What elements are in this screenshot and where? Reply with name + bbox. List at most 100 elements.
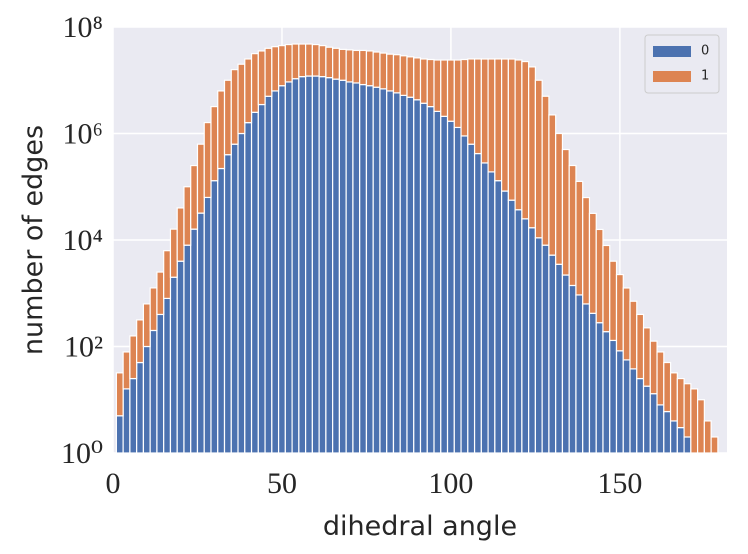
bar — [669, 420, 678, 454]
bar — [494, 58, 503, 182]
bar — [440, 59, 449, 117]
bar — [615, 350, 624, 454]
bar — [582, 196, 591, 305]
bar — [649, 340, 658, 395]
bar — [163, 297, 172, 454]
bar — [122, 351, 131, 390]
bar — [223, 154, 232, 454]
bar — [176, 260, 185, 454]
bar — [115, 372, 124, 417]
bar — [142, 303, 151, 348]
bar — [501, 190, 509, 454]
bar — [176, 207, 185, 262]
bar — [237, 63, 246, 135]
bar — [440, 115, 449, 454]
bar — [656, 404, 665, 454]
bar — [676, 377, 685, 429]
bar — [210, 106, 219, 182]
x-axis-label: dihedral angle — [323, 511, 517, 542]
bar — [156, 313, 165, 454]
bar — [190, 228, 199, 454]
bar — [352, 49, 361, 84]
bar — [703, 420, 712, 454]
bar — [588, 312, 597, 454]
bar — [629, 300, 638, 370]
bar — [575, 180, 584, 296]
bar — [359, 83, 368, 454]
bar — [203, 196, 212, 454]
bar — [338, 48, 347, 81]
x-tick-label: 50 — [267, 467, 297, 500]
bar — [399, 55, 408, 96]
bar — [514, 209, 523, 454]
bar — [149, 329, 158, 454]
bar — [230, 69, 239, 145]
y-axis-label: number of edges — [18, 125, 49, 355]
bar — [419, 102, 428, 454]
bar — [534, 237, 543, 454]
bar — [365, 50, 374, 87]
x-tick-label: 0 — [106, 467, 121, 500]
bar — [244, 58, 253, 124]
bar — [250, 111, 259, 454]
bar — [541, 95, 550, 246]
bar — [663, 410, 672, 454]
bar — [595, 228, 604, 324]
bar — [210, 180, 219, 454]
bar — [406, 96, 415, 454]
bar — [555, 263, 564, 454]
legend-label: 1 — [701, 69, 709, 84]
bar — [473, 152, 482, 454]
y-tick-label: 10² — [64, 331, 103, 364]
bar — [460, 135, 469, 454]
bar — [501, 58, 509, 192]
bar — [548, 114, 557, 256]
bar — [305, 43, 313, 77]
bar — [528, 227, 536, 454]
bar — [372, 51, 381, 88]
bar — [642, 327, 651, 387]
bar — [487, 171, 496, 454]
bar — [115, 415, 124, 454]
bar — [392, 54, 401, 94]
bar — [683, 436, 692, 454]
bar — [555, 132, 564, 265]
bar — [521, 218, 530, 454]
bar — [122, 388, 131, 454]
bar — [609, 339, 618, 454]
bar — [636, 313, 645, 380]
bar — [595, 322, 604, 454]
bar — [311, 43, 320, 77]
x-tick-label: 100 — [428, 467, 473, 500]
y-tick-label: 10⁴ — [63, 224, 103, 257]
bar — [399, 94, 408, 454]
bar — [582, 303, 591, 454]
bar — [305, 75, 313, 454]
bar — [257, 103, 266, 454]
bar — [136, 361, 145, 454]
bar — [379, 88, 388, 454]
bar — [514, 59, 523, 211]
bar — [446, 59, 455, 122]
bar — [318, 76, 327, 454]
bar — [156, 271, 165, 316]
bar — [244, 122, 253, 454]
bar — [426, 106, 435, 454]
bar — [642, 385, 651, 454]
bar — [541, 244, 550, 454]
bar — [386, 53, 395, 92]
bar — [629, 368, 638, 454]
bar — [345, 81, 354, 454]
bar — [325, 77, 334, 454]
bar — [271, 90, 280, 454]
bar — [311, 75, 320, 454]
bar — [129, 335, 138, 380]
bar — [318, 45, 327, 78]
bar — [622, 287, 631, 361]
bar — [372, 86, 381, 454]
bar — [183, 186, 192, 246]
bar — [298, 43, 307, 78]
bar — [284, 81, 293, 454]
bar — [622, 359, 631, 454]
